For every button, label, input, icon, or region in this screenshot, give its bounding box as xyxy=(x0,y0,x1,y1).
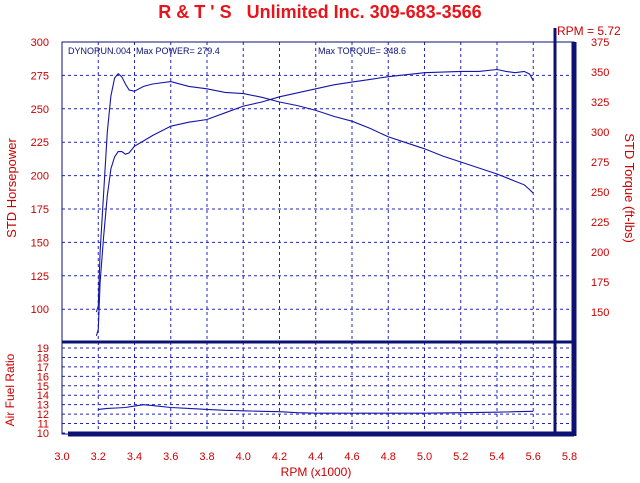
hp-tick-label: 300 xyxy=(31,37,49,49)
hp-tick-label: 150 xyxy=(31,237,49,249)
x-tick-label: 4.0 xyxy=(236,451,251,463)
tick-labels: 3.0 3.2 3.4 3.6 3.8 4.0 4.2 4.4 4.6 4.8 5.0 5.2 5.4 5… xyxy=(31,37,610,463)
hp-tick-label: 225 xyxy=(31,137,49,149)
hp-tick-label: 175 xyxy=(31,204,49,216)
x-tick-label: 4.4 xyxy=(308,451,323,463)
grid xyxy=(62,42,574,434)
x-tick-label: 3.6 xyxy=(163,451,178,463)
max-torque-label: Max TORQUE= 348.6 xyxy=(318,46,406,56)
x-tick-label: 5.4 xyxy=(489,451,504,463)
chart-title: R & T ' S Unlimited Inc. 309-683-3566 xyxy=(158,2,481,22)
torque-tick-label: 325 xyxy=(591,97,609,109)
x-tick-label: 5.2 xyxy=(453,451,468,463)
x-tick-label: 5.0 xyxy=(417,451,432,463)
plot-border xyxy=(62,42,574,434)
torque-tick-label: 350 xyxy=(591,67,609,79)
x-tick-label: 4.2 xyxy=(272,451,287,463)
horsepower-curve xyxy=(96,70,533,336)
right-axis-label: STD Torque (ft-lbs) xyxy=(622,133,637,243)
x-tick-label: 3.8 xyxy=(199,451,214,463)
torque-tick-label: 250 xyxy=(591,187,609,199)
x-tick-label: 3.0 xyxy=(54,451,69,463)
x-tick-label: 5.8 xyxy=(562,451,577,463)
hp-tick-label: 200 xyxy=(31,171,49,183)
afr-tick-label: 19 xyxy=(37,343,49,355)
x-tick-label: 4.6 xyxy=(344,451,359,463)
torque-tick-label: 375 xyxy=(591,37,609,49)
torque-tick-label: 225 xyxy=(591,217,609,229)
hp-tick-label: 100 xyxy=(31,304,49,316)
curves xyxy=(96,70,533,414)
hp-tick-label: 275 xyxy=(31,70,49,82)
torque-tick-label: 300 xyxy=(591,127,609,139)
x-tick-label: 3.4 xyxy=(127,451,142,463)
torque-tick-label: 200 xyxy=(591,247,609,259)
left-axis-label: STD Horsepower xyxy=(4,137,19,237)
x-tick-label: 3.2 xyxy=(91,451,106,463)
x-axis-label: RPM (x1000) xyxy=(281,465,352,479)
x-tick-label: 4.8 xyxy=(381,451,396,463)
afr-axis-label: Air Fuel Ratio xyxy=(3,353,17,426)
torque-tick-label: 150 xyxy=(591,307,609,319)
torque-tick-label: 175 xyxy=(591,277,609,289)
x-tick-label: 5.6 xyxy=(526,451,541,463)
hp-tick-label: 125 xyxy=(31,271,49,283)
run-info-label: DYNORUN.004 Max POWER= 279.4 xyxy=(68,46,220,56)
rpm-readout: RPM = 5.72 xyxy=(557,24,621,38)
hp-tick-label: 250 xyxy=(31,104,49,116)
torque-tick-label: 275 xyxy=(591,157,609,169)
